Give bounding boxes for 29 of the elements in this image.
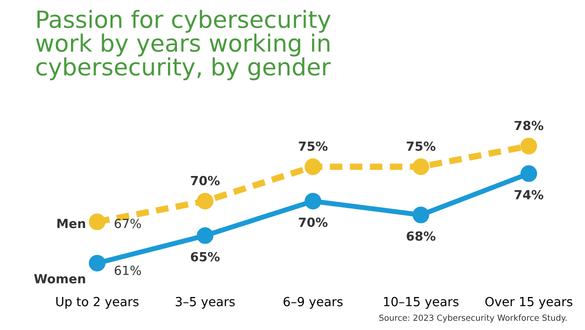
x-tick-label: 3–5 years [176, 296, 235, 309]
point [304, 192, 322, 210]
point [412, 158, 430, 176]
point [520, 138, 538, 154]
data-label: 75% [406, 141, 436, 151]
data-label: 74% [514, 190, 544, 200]
chart-title: Passion for cybersecurity work by years working in cybersecurity, by gender [36, 10, 331, 80]
source-note: Source: 2023 Cybersecurity Workforce Study. [379, 314, 567, 322]
series-label: Men [57, 218, 86, 228]
data-label: 78% [514, 120, 544, 130]
data-label: 70% [190, 176, 220, 186]
data-label: 68% [406, 231, 436, 241]
x-tick-label: Over 15 years [485, 296, 572, 309]
point [520, 165, 538, 182]
x-tick-label: Up to 2 years [56, 296, 139, 309]
point [88, 254, 106, 272]
point [196, 192, 214, 210]
x-tick-label: 6–9 years [284, 296, 343, 309]
point [412, 206, 430, 224]
series-label: Women [34, 274, 86, 284]
point [88, 213, 106, 230]
data-label: 65% [190, 252, 220, 262]
point [196, 227, 214, 244]
data-label: 75% [298, 141, 328, 151]
point [304, 158, 322, 176]
data-label: 67% [114, 218, 141, 228]
data-label: 70% [298, 218, 328, 228]
data-label: 61% [114, 266, 141, 276]
x-tick-label: 10–15 years [384, 296, 458, 309]
